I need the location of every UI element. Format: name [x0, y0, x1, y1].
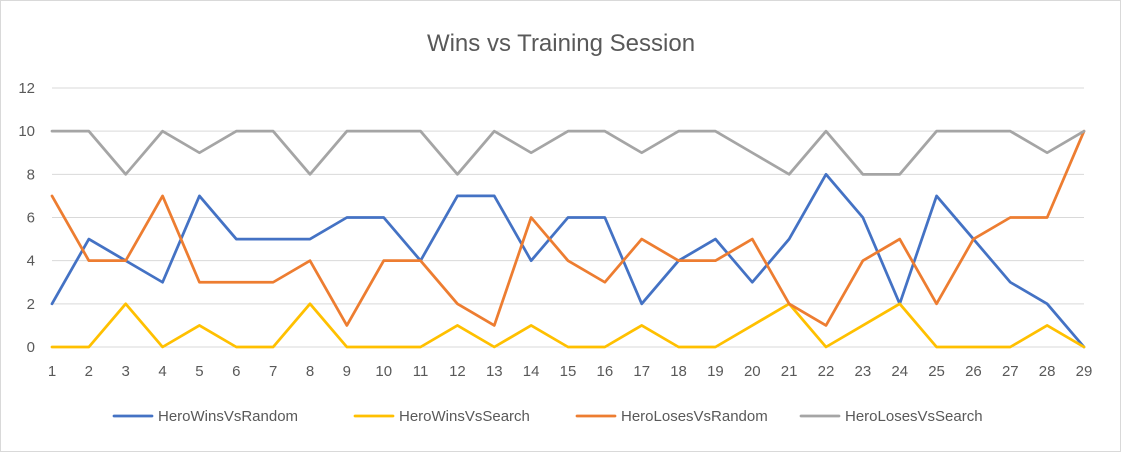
y-tick-label: 10: [18, 123, 35, 140]
legend-label: HeroLosesVsRandom: [621, 408, 768, 425]
series-line: [50, 129, 1086, 176]
x-tick-label: 20: [744, 363, 761, 380]
x-tick-label: 7: [269, 363, 277, 380]
x-tick-label: 9: [343, 363, 351, 380]
x-tick-label: 16: [597, 363, 614, 380]
x-tick-label: 29: [1076, 363, 1093, 380]
x-tick-label: 17: [633, 363, 650, 380]
x-tick-label: 2: [85, 363, 93, 380]
x-tick-label: 5: [195, 363, 203, 380]
legend-label: HeroLosesVsSearch: [845, 408, 983, 425]
x-tick-label: 21: [781, 363, 798, 380]
x-tick-label: 1: [48, 363, 56, 380]
series-line: [50, 129, 1086, 327]
y-axis: 0 2 4 6 8 10 12: [18, 80, 35, 356]
y-tick-label: 2: [27, 296, 35, 313]
legend: HeroWinsVsRandom HeroWinsVsSearch HeroLose…: [112, 408, 983, 425]
x-tick-label: 19: [707, 363, 724, 380]
x-tick-label: 22: [818, 363, 835, 380]
x-tick-label: 24: [891, 363, 908, 380]
series-lines: [50, 129, 1086, 349]
x-tick-label: 13: [486, 363, 503, 380]
y-tick-label: 0: [27, 339, 35, 356]
x-axis-labels: 1 2 3 4 5 6 7 8 9 10 11 12 13 14 15 16 17 18 19 20 21 22 23 24 2…: [48, 363, 1093, 380]
chart-title: Wins vs Training Session: [427, 30, 695, 57]
x-tick-label: 8: [306, 363, 314, 380]
x-tick-label: 4: [158, 363, 166, 380]
x-tick-label: 11: [413, 363, 429, 380]
y-tick-label: 4: [27, 253, 35, 270]
legend-label: HeroWinsVsSearch: [399, 408, 530, 425]
y-tick-label: 6: [27, 210, 35, 227]
x-tick-label: 27: [1002, 363, 1019, 380]
x-tick-label: 6: [232, 363, 240, 380]
x-tick-label: 23: [855, 363, 872, 380]
y-tick-label: 8: [27, 166, 35, 183]
y-tick-label: 12: [18, 80, 35, 97]
x-tick-label: 3: [122, 363, 130, 380]
x-tick-label: 18: [670, 363, 687, 380]
x-tick-label: 25: [928, 363, 945, 380]
x-tick-label: 14: [523, 363, 540, 380]
x-tick-label: 12: [449, 363, 466, 380]
series-line: [50, 302, 1086, 349]
series-line: [50, 172, 1086, 349]
gridlines: [52, 87, 1084, 305]
x-tick-label: 26: [965, 363, 982, 380]
x-tick-label: 10: [375, 363, 392, 380]
x-tick-label: 15: [560, 363, 577, 380]
x-tick-label: 28: [1039, 363, 1056, 380]
legend-label: HeroWinsVsRandom: [158, 408, 298, 425]
